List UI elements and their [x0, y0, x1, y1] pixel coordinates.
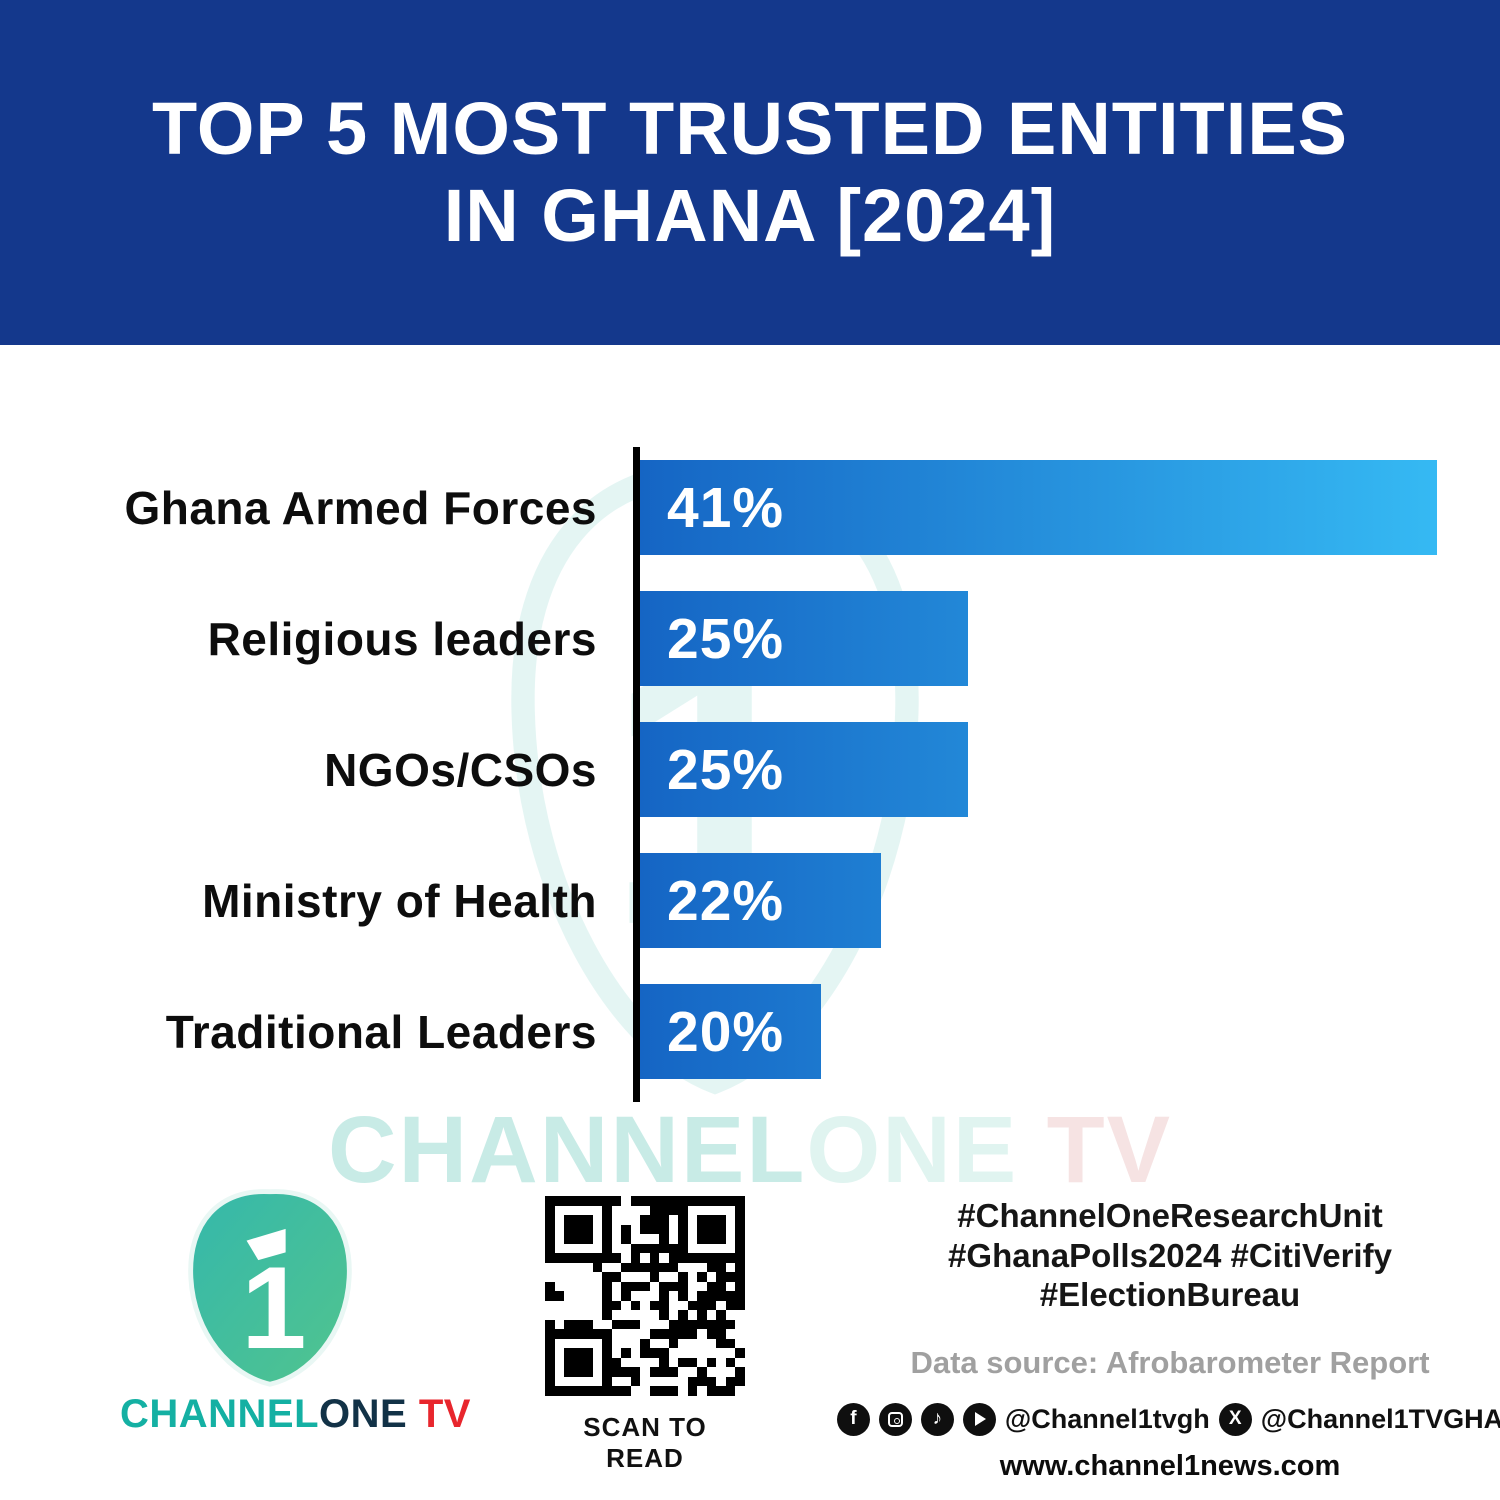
- value-label: 41%: [667, 475, 785, 540]
- category-label: Ghana Armed Forces: [124, 481, 597, 534]
- tiktok-icon: ♪: [920, 1402, 954, 1436]
- x-icon: X: [1218, 1402, 1252, 1436]
- chart-row: Traditional Leaders 20%: [0, 984, 1500, 1079]
- header: TOP 5 MOST TRUSTED ENTITIES IN GHANA [20…: [0, 0, 1500, 345]
- chart-row: Ministry of Health 22%: [0, 853, 1500, 948]
- category-label: Ministry of Health: [202, 874, 597, 927]
- channel-one-logo: 1: [165, 1180, 375, 1395]
- value-label: 25%: [667, 606, 785, 671]
- data-source: Data source: Afrobarometer Report: [910, 1344, 1430, 1380]
- hashtag-line: #ChannelOneResearchUnit: [957, 1197, 1383, 1234]
- bar: 25%: [640, 722, 968, 817]
- category-label: Religious leaders: [207, 612, 597, 665]
- instagram-icon: [878, 1402, 912, 1436]
- qr-code: [545, 1196, 745, 1396]
- logo-number: 1: [241, 1242, 306, 1373]
- category-label: Traditional Leaders: [165, 1005, 597, 1058]
- chart-row: Ghana Armed Forces 41%: [0, 460, 1500, 555]
- watermark-channel: CHANNEL: [327, 1097, 807, 1203]
- hashtag-line: #ElectionBureau: [1039, 1276, 1301, 1314]
- website-url: www.channel1news.com: [999, 1449, 1341, 1482]
- page-title-line2: IN GHANA [2024]: [443, 173, 1057, 257]
- value-label: 22%: [667, 868, 785, 933]
- bar: 20%: [640, 984, 821, 1079]
- chart-rows: Ghana Armed Forces 41% Religious leaders…: [0, 460, 1500, 1079]
- logo-pick-icon: 1: [188, 1189, 352, 1387]
- footer-info: #ChannelOneResearchUnit #GhanaPolls2024 …: [836, 1196, 1500, 1483]
- chart-row: Religious leaders 25%: [0, 591, 1500, 686]
- watermark-one: ONE: [806, 1097, 1019, 1203]
- bar: 25%: [640, 591, 968, 686]
- x-handle: @Channel1TVGHA: [1260, 1403, 1500, 1434]
- chart-axis: [633, 447, 640, 1102]
- bar-chart: Ghana Armed Forces 41% Religious leaders…: [0, 447, 1500, 1107]
- brand-channel: CHANNEL: [120, 1392, 320, 1436]
- social-handle: @Channel1tvgh: [1004, 1403, 1210, 1434]
- social-row: f ♪ @Channel1tvgh X @Channel1TVGHA: [836, 1402, 1500, 1436]
- hashtag-line: #GhanaPolls2024 #CitiVerify: [948, 1236, 1392, 1274]
- youtube-icon: [962, 1402, 996, 1436]
- brand-watermark: CHANNELONE TV: [0, 1096, 1500, 1205]
- brand-one: ONE: [319, 1392, 408, 1436]
- brand-tv: TV: [407, 1392, 471, 1436]
- chart-row: NGOs/CSOs 25%: [0, 722, 1500, 817]
- value-label: 25%: [667, 737, 785, 802]
- bar: 22%: [640, 853, 881, 948]
- facebook-icon: f: [836, 1402, 870, 1436]
- qr-label: SCAN TO READ: [583, 1412, 707, 1473]
- brand-wordmark: CHANNELONE TV: [120, 1392, 470, 1437]
- category-label: NGOs/CSOs: [324, 743, 597, 796]
- value-label: 20%: [667, 999, 785, 1064]
- watermark-tv: TV: [1018, 1097, 1173, 1203]
- qr-section: SCAN TO READ: [545, 1196, 745, 1474]
- bar: 41%: [640, 460, 1437, 555]
- page-title-line1: TOP 5 MOST TRUSTED ENTITIES: [151, 86, 1349, 170]
